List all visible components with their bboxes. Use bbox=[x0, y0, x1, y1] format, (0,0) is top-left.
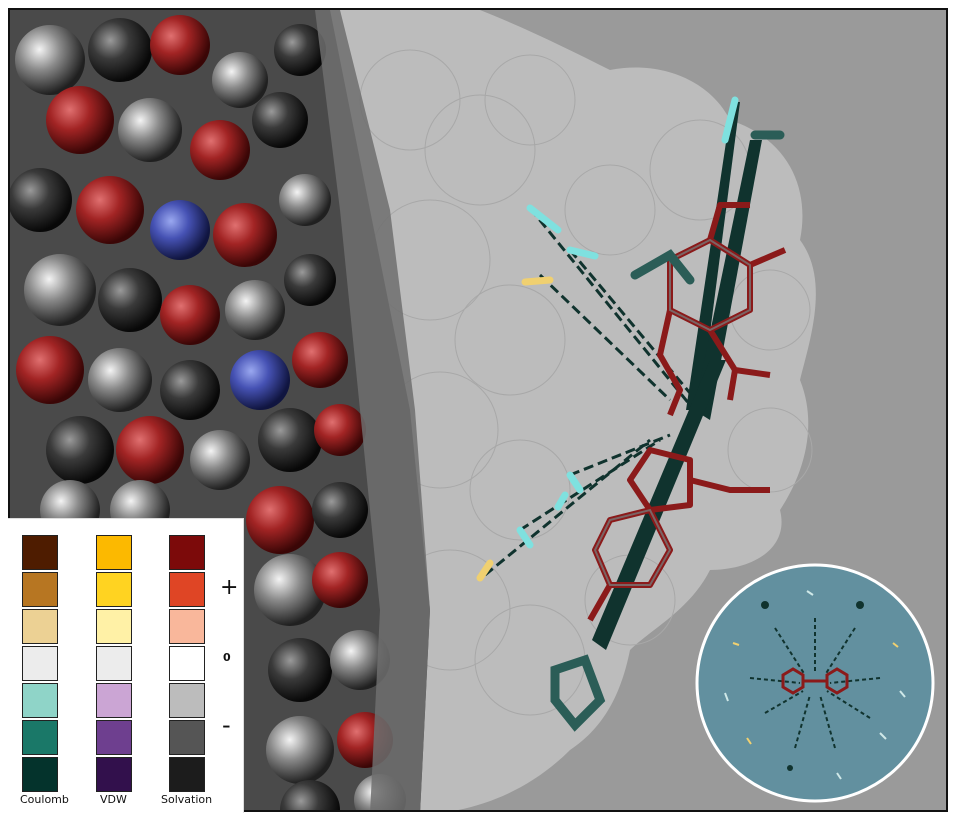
solvation-label: Solvation bbox=[161, 793, 213, 806]
binding-surface bbox=[310, 10, 816, 810]
coulomb-swatch bbox=[22, 572, 58, 607]
coulomb-label: Coulomb bbox=[20, 793, 69, 806]
zero-label: 0 bbox=[223, 651, 231, 664]
positive-sign: + bbox=[220, 575, 239, 600]
solvation-swatch bbox=[169, 757, 205, 792]
solvation-swatch bbox=[169, 609, 205, 644]
coulomb-swatch bbox=[22, 646, 58, 681]
solvation-swatch bbox=[169, 646, 205, 681]
vdw-color-scale bbox=[96, 535, 132, 794]
coulomb-color-scale bbox=[22, 535, 58, 794]
coulomb-swatch bbox=[22, 535, 58, 570]
interaction-lines bbox=[484, 207, 702, 577]
solvation-color-scale bbox=[169, 535, 205, 794]
interaction-cones bbox=[592, 102, 762, 650]
vdw-swatch bbox=[96, 720, 132, 755]
coulomb-swatch bbox=[22, 609, 58, 644]
solvation-swatch bbox=[169, 720, 205, 755]
negative-sign: - bbox=[222, 711, 231, 739]
interaction-overview-inset bbox=[695, 563, 935, 803]
solvation-swatch bbox=[169, 683, 205, 718]
coulomb-swatch bbox=[22, 757, 58, 792]
vdw-swatch bbox=[96, 683, 132, 718]
vdw-swatch bbox=[96, 609, 132, 644]
vdw-label: VDW bbox=[100, 793, 127, 806]
vdw-swatch bbox=[96, 572, 132, 607]
vdw-swatch bbox=[96, 757, 132, 792]
vdw-swatch bbox=[96, 535, 132, 570]
energy-legend: + 0 - Coulomb VDW Solvation bbox=[8, 518, 244, 813]
coulomb-swatch bbox=[22, 683, 58, 718]
vdw-swatch bbox=[96, 646, 132, 681]
residue-fragments bbox=[550, 130, 785, 732]
solvation-swatch bbox=[169, 572, 205, 607]
solvation-swatch bbox=[169, 535, 205, 570]
coulomb-swatch bbox=[22, 720, 58, 755]
